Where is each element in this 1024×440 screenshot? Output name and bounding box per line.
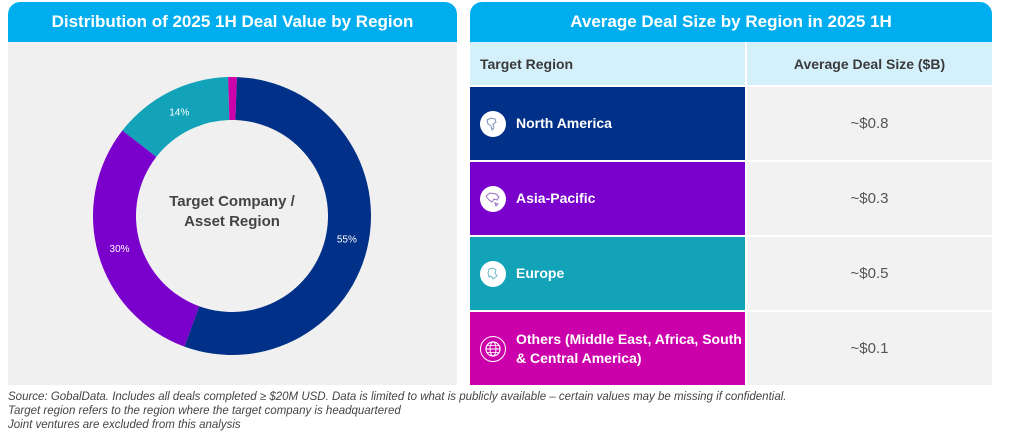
footnotes: Source: GobalData. Includes all deals co… [8, 390, 786, 432]
donut-data-label: 55% [337, 234, 357, 245]
average-deal-size-value: ~$0.8 [745, 87, 992, 160]
table-row: Europe ~$0.5 [470, 235, 992, 310]
donut-slice-asia-pacific [93, 130, 200, 347]
donut-slices [93, 77, 371, 355]
average-deal-size-value: ~$0.5 [745, 237, 992, 310]
region-cell-others: Others (Middle East, Africa, South & Cen… [470, 312, 745, 385]
average-deal-size-panel: Average Deal Size by Region in 2025 1H T… [470, 2, 992, 385]
region-cell-europe: Europe [470, 237, 745, 310]
donut-chart: 55% 30% 14% Target Company / Asset Region [93, 77, 371, 355]
region-cell-asia-pacific: Asia-Pacific [470, 162, 745, 235]
header-target-region: Target Region [480, 55, 574, 72]
donut-data-label: 14% [169, 108, 189, 119]
globe-icon [480, 335, 506, 362]
header-average-deal-size: Average Deal Size ($B) [745, 42, 992, 85]
table-row: Asia-Pacific ~$0.3 [470, 160, 992, 235]
donut-labels: 55% 30% 14% [110, 108, 357, 256]
asia-pacific-map-icon [480, 185, 506, 212]
footnote-source: Source: GobalData. Includes all deals co… [8, 391, 787, 403]
region-cell-north-america: North America [470, 87, 745, 160]
donut-center-label-line1: Target Company / [169, 193, 295, 210]
deal-value-distribution-panel: Distribution of 2025 1H Deal Value by Re… [8, 2, 457, 385]
table-header-row: Target Region Average Deal Size ($B) [470, 42, 992, 85]
region-name: Others (Middle East, Africa, South & Cen… [516, 330, 742, 366]
footnote-target-region: Target region refers to the region where… [8, 405, 401, 417]
donut-data-label: 30% [110, 244, 130, 255]
north-america-map-icon [480, 110, 506, 137]
region-name: Asia-Pacific [516, 190, 596, 207]
donut-slice-others-middle-east-africa-south-central-america [228, 77, 237, 121]
region-name: North America [516, 115, 612, 132]
europe-map-icon [480, 260, 506, 287]
region-name: Europe [516, 265, 565, 282]
average-deal-size-value: ~$0.3 [745, 162, 992, 235]
average-deal-size-value: ~$0.1 [745, 312, 992, 385]
footnote-joint-ventures: Joint ventures are excluded from this an… [8, 419, 241, 431]
average-deal-size-table: Target Region Average Deal Size ($B) Nor… [470, 42, 992, 385]
left-panel-title: Distribution of 2025 1H Deal Value by Re… [8, 2, 457, 42]
table-row: North America ~$0.8 [470, 85, 992, 160]
table-row: Others (Middle East, Africa, South & Cen… [470, 310, 992, 385]
donut-slice-europe [122, 77, 230, 157]
right-panel-title: Average Deal Size by Region in 2025 1H [470, 2, 992, 42]
donut-slice-north-america [184, 77, 371, 355]
donut-center-label-line2: Asset Region [184, 213, 280, 230]
